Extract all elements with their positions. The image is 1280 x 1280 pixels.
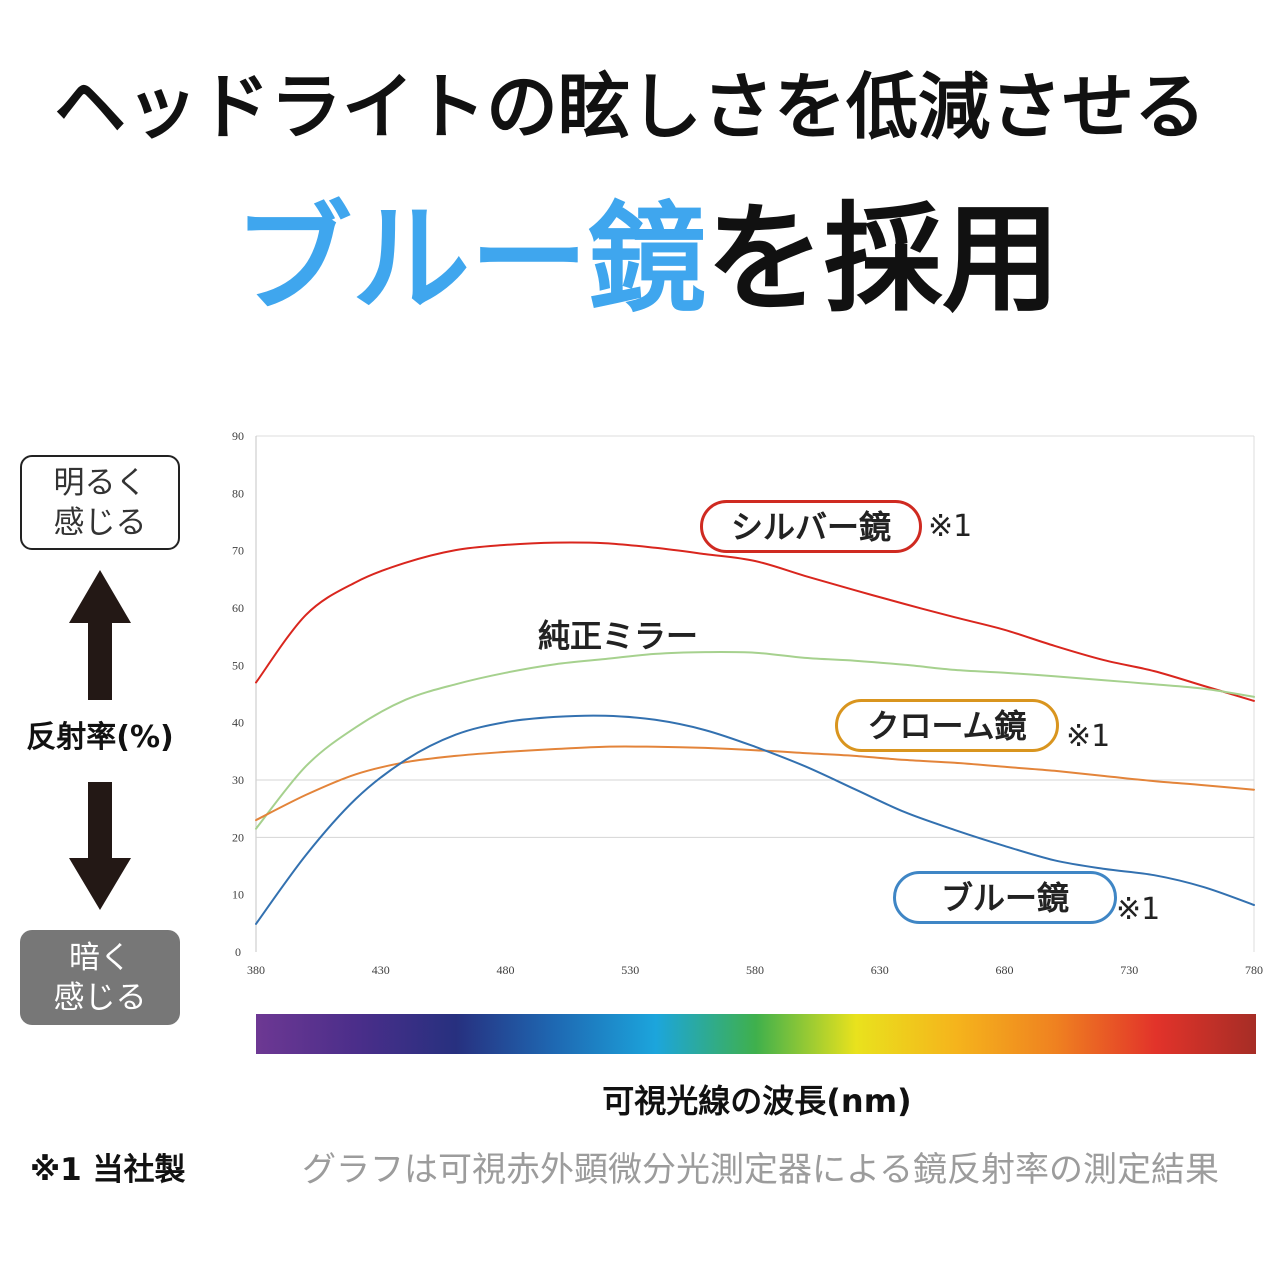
x-tick-label: 680 xyxy=(996,963,1014,977)
bright-label-line2: 感じる xyxy=(53,504,147,541)
bright-label-line1: 明るく xyxy=(53,464,147,501)
y-tick-label: 90 xyxy=(232,429,244,443)
silver-mirror-line xyxy=(255,541,1255,702)
up-arrow-icon xyxy=(69,570,131,700)
headline-rest: を採用 xyxy=(706,190,1061,328)
y-tick-label: 20 xyxy=(232,830,244,844)
blue-mirror-line xyxy=(255,714,1255,925)
y-tick-label: 50 xyxy=(232,658,244,672)
footnote: ※1 当社製 xyxy=(30,1152,186,1188)
y-tick-label: 10 xyxy=(232,888,244,902)
dark-label-line1: 暗く xyxy=(69,939,131,976)
y-tick-label: 30 xyxy=(232,773,244,787)
dark-label-line2: 感じる xyxy=(53,979,147,1016)
x-axis-title: 可視光線の波長(nm) xyxy=(602,1082,912,1120)
reflectance-chart: 0 10 20 30 40 50 60 70 80 90 380 430 480 530 580 630 680… xyxy=(232,429,1263,977)
y-tick-label: 40 xyxy=(232,716,244,730)
genuine-mirror-line xyxy=(255,651,1255,830)
graph-caption: グラフは可視赤外顕微分光測定器による鏡反射率の測定結果 xyxy=(302,1150,1219,1190)
silver-mirror-label: シルバー鏡 xyxy=(700,500,922,553)
chrome-mirror-line xyxy=(255,745,1255,822)
silver-mirror-note: ※1 xyxy=(928,509,973,544)
x-tick-label: 530 xyxy=(621,963,639,977)
genuine-mirror-label: 純正ミラー xyxy=(538,617,699,655)
bright-scale-box: 明るく 感じる xyxy=(20,455,180,550)
x-tick-label: 780 xyxy=(1245,963,1263,977)
headline-line1: ヘッドライトの眩しさを低減させる xyxy=(53,65,1206,149)
y-tick-label: 70 xyxy=(232,544,244,558)
y-tick-label: 80 xyxy=(232,486,244,500)
blue-mirror-label: ブルー鏡 xyxy=(893,871,1117,924)
x-tick-label: 430 xyxy=(372,963,390,977)
x-tick-label: 630 xyxy=(871,963,889,977)
chrome-mirror-note: ※1 xyxy=(1066,719,1111,754)
x-tick-label: 380 xyxy=(247,963,265,977)
dark-scale-box: 暗く 感じる xyxy=(20,930,180,1025)
x-tick-label: 480 xyxy=(497,963,515,977)
headline-line2: ブルー鏡を採用 xyxy=(14,194,1280,324)
y-tick-label: 60 xyxy=(232,601,244,615)
down-arrow-icon xyxy=(69,782,131,910)
spectrum-bar xyxy=(256,1014,1256,1054)
blue-mirror-note: ※1 xyxy=(1116,892,1161,927)
headline-highlight: ブルー鏡 xyxy=(233,190,706,328)
chrome-mirror-label: クローム鏡 xyxy=(835,699,1059,752)
x-tick-label: 580 xyxy=(746,963,764,977)
y-tick-label: 0 xyxy=(235,945,241,959)
y-axis-title: 反射率(%) xyxy=(26,720,174,755)
x-tick-label: 730 xyxy=(1120,963,1138,977)
